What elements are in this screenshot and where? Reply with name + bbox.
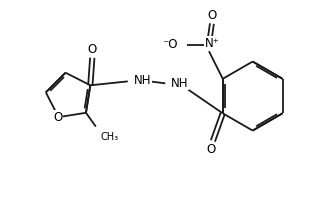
Text: ⁻O: ⁻O xyxy=(162,38,177,51)
Text: O: O xyxy=(207,9,217,22)
Text: O: O xyxy=(88,43,97,56)
Text: N⁺: N⁺ xyxy=(204,37,219,50)
Text: O: O xyxy=(53,111,62,124)
Text: NH: NH xyxy=(171,77,189,90)
Text: CH₃: CH₃ xyxy=(101,132,119,142)
Text: NH: NH xyxy=(134,74,151,87)
Text: O: O xyxy=(206,143,215,156)
